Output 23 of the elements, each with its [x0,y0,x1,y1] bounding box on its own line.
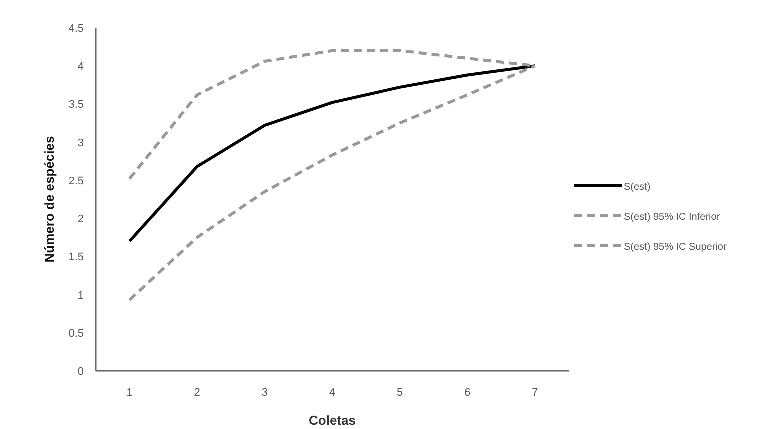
legend-label: S(est) [624,182,651,193]
y-axis-title: Número de espécies [42,136,57,263]
x-tick-label: 1 [126,387,133,399]
y-tick-label: 4 [78,61,84,74]
x-tick-label: 5 [397,387,404,399]
x-tick-label: 4 [329,387,336,399]
legend-label: S(est) 95% IC Superior [624,242,728,253]
x-axis-title: Coletas [309,413,356,428]
y-tick-label: 3 [78,137,84,150]
x-tick-label: 6 [464,387,471,399]
line-series [128,64,537,243]
y-tick-label: 4.5 [68,23,84,35]
y-tick-label: 1.5 [68,252,84,264]
y-tick-label: 3.5 [68,99,84,112]
y-tick-label: 2.5 [68,175,84,188]
y-tick-label: 0.5 [68,328,84,340]
y-tick-label: 1 [78,290,84,302]
x-tick-label: 7 [532,387,538,399]
y-tick-label: 0 [78,366,84,378]
x-tick-label: 3 [262,387,268,399]
y-tick-label: 2 [78,214,84,226]
x-tick-label: 2 [194,387,200,399]
legend-label: S(est) 95% IC Inferior [624,212,721,223]
